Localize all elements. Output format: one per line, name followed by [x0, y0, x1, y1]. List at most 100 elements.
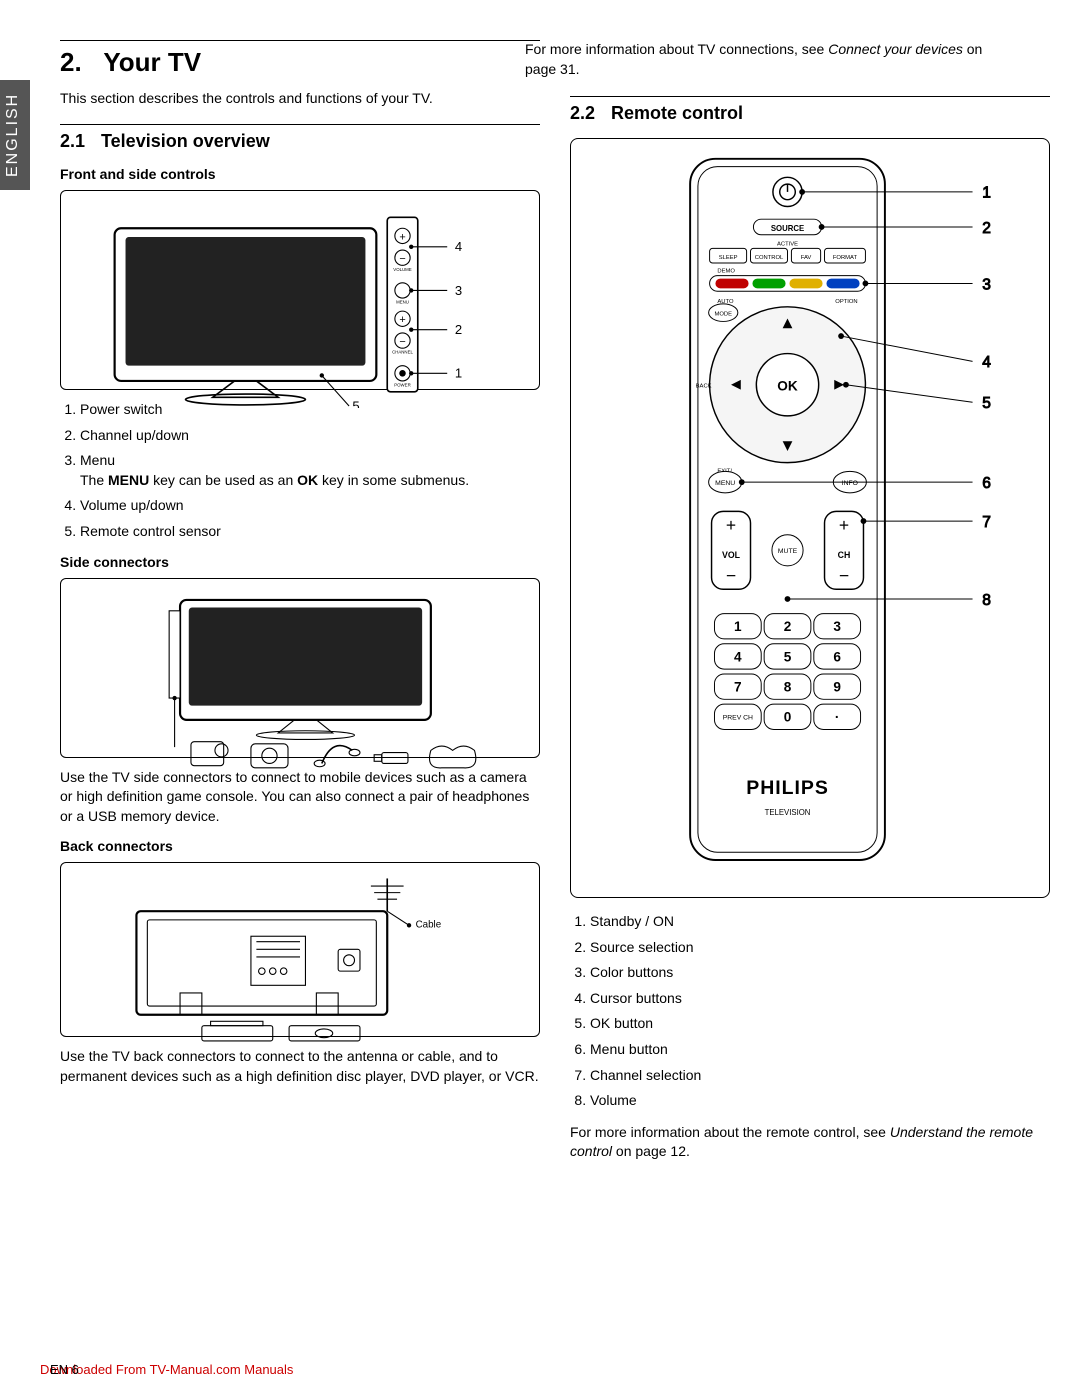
svg-text:MUTE: MUTE: [778, 548, 798, 555]
svg-text:TELEVISION: TELEVISION: [765, 808, 811, 817]
menu-note: The MENU key can be used as an OK key in…: [80, 471, 540, 491]
section-22-heading: 2.2 Remote control: [570, 96, 1050, 124]
svg-text:6: 6: [833, 649, 841, 664]
back-connectors-heading: Back connectors: [60, 838, 540, 854]
list-item: Menu button: [590, 1040, 1050, 1060]
svg-text:·: ·: [835, 710, 840, 725]
list-item: Remote control sensor: [80, 522, 540, 542]
list-item: OK button: [590, 1014, 1050, 1034]
svg-text:FAV: FAV: [801, 255, 812, 261]
svg-text:1: 1: [734, 619, 742, 634]
svg-text:−: −: [726, 565, 736, 585]
section-22-num: 2.2: [570, 103, 606, 124]
chapter-title: Your TV: [103, 47, 201, 77]
svg-text:4: 4: [455, 239, 462, 254]
svg-text:3: 3: [982, 276, 991, 293]
list-item: Color buttons: [590, 963, 1050, 983]
list-item-label: Menu: [80, 452, 115, 468]
more-info-top-pre: For more information about TV connection…: [525, 41, 828, 57]
side-connectors-heading: Side connectors: [60, 554, 540, 570]
left-column: 2. Your TV This section describes the co…: [60, 40, 540, 1174]
side-connectors-para: Use the TV side connectors to connect to…: [60, 768, 540, 827]
list-item: Volume up/down: [80, 496, 540, 516]
list-item: Channel up/down: [80, 426, 540, 446]
svg-text:9: 9: [833, 680, 841, 695]
svg-text:−: −: [399, 253, 405, 265]
chapter-heading: 2. Your TV: [60, 40, 540, 78]
svg-text:0: 0: [784, 710, 792, 725]
svg-text:+: +: [399, 314, 405, 326]
remote-list: Standby / ON Source selection Color butt…: [590, 912, 1050, 1111]
section-21-heading: 2.1 Television overview: [60, 124, 540, 152]
svg-text:7: 7: [734, 680, 742, 695]
svg-text:OK: OK: [777, 379, 798, 394]
figure-back-connectors: Cable: [60, 862, 540, 1037]
svg-text:MODE: MODE: [714, 312, 732, 318]
svg-text:MENU: MENU: [715, 480, 735, 487]
more-info-top-italic: Connect your devices: [828, 41, 963, 57]
top-continuation: For more information about TV connection…: [525, 40, 1015, 79]
svg-text:+: +: [839, 515, 849, 535]
svg-text:Cable: Cable: [416, 920, 442, 931]
svg-text:FORMAT: FORMAT: [833, 255, 858, 261]
svg-text:CONTROL: CONTROL: [755, 255, 784, 261]
svg-text:8: 8: [982, 592, 991, 609]
svg-text:SOURCE: SOURCE: [771, 224, 804, 233]
language-tab: ENGLISH: [0, 80, 30, 190]
svg-text:CHANNEL: CHANNEL: [392, 350, 413, 355]
figure-side-connectors: [60, 578, 540, 758]
list-item: Channel selection: [590, 1066, 1050, 1086]
svg-text:BACK: BACK: [696, 384, 712, 390]
front-side-heading: Front and side controls: [60, 166, 540, 182]
svg-text:6: 6: [982, 475, 991, 492]
list-item: Standby / ON: [590, 912, 1050, 932]
svg-text:DEMO: DEMO: [717, 269, 735, 275]
svg-text:4: 4: [734, 649, 742, 664]
list-item: Source selection: [590, 938, 1050, 958]
list-item: Volume: [590, 1091, 1050, 1111]
svg-text:PHILIPS: PHILIPS: [746, 777, 829, 799]
svg-text:8: 8: [784, 680, 792, 695]
svg-text:MENU: MENU: [396, 300, 409, 305]
chapter-number: 2.: [60, 47, 82, 77]
svg-text:+: +: [399, 231, 405, 243]
svg-text:ACTIVE: ACTIVE: [777, 241, 798, 247]
svg-text:−: −: [839, 565, 849, 585]
list-item: Cursor buttons: [590, 989, 1050, 1009]
svg-text:5: 5: [982, 395, 991, 412]
svg-text:5: 5: [784, 649, 792, 664]
svg-text:4: 4: [982, 354, 991, 371]
section-21-title: Television overview: [101, 131, 270, 151]
svg-text:−: −: [399, 336, 405, 348]
svg-text:PREV CH: PREV CH: [723, 715, 753, 722]
svg-text:CH: CH: [838, 550, 851, 560]
svg-text:VOL: VOL: [722, 550, 741, 560]
svg-text:OPTION: OPTION: [835, 299, 857, 305]
figure-tv-front: + − VOLUME MENU + − CHANNEL POWER 4 3 2 …: [60, 190, 540, 390]
front-controls-list: Power switch Channel up/down Menu The ME…: [80, 400, 540, 542]
svg-text:1: 1: [455, 366, 462, 381]
svg-text:1: 1: [982, 185, 991, 202]
remote-more-info: For more information about the remote co…: [570, 1123, 1050, 1162]
svg-text:+: +: [726, 515, 736, 535]
svg-text:INFO: INFO: [842, 480, 858, 487]
right-column: 2.2 Remote control SOURCE ACTIVE SLEEP C…: [570, 40, 1050, 1174]
chapter-intro: This section describes the controls and …: [60, 90, 540, 106]
page-footer: EN 6 Downloaded From TV-Manual.com Manua…: [40, 1362, 293, 1377]
svg-text:VOLUME: VOLUME: [393, 267, 412, 272]
list-item: Menu The MENU key can be used as an OK k…: [80, 451, 540, 490]
svg-text:5: 5: [352, 398, 359, 408]
page-number: EN 6: [50, 1362, 79, 1377]
svg-text:2: 2: [455, 322, 462, 337]
svg-text:POWER: POWER: [394, 382, 410, 387]
figure-remote: SOURCE ACTIVE SLEEP CONTROL FAV FORMAT D…: [570, 138, 1050, 898]
svg-text:7: 7: [982, 514, 991, 531]
svg-text:SLEEP: SLEEP: [719, 255, 738, 261]
section-21-num: 2.1: [60, 131, 96, 152]
footer-source: From TV-Manual.com Manuals: [116, 1362, 294, 1377]
svg-text:3: 3: [833, 619, 841, 634]
svg-text:2: 2: [982, 220, 991, 237]
svg-text:3: 3: [455, 283, 462, 298]
svg-text:2: 2: [784, 619, 792, 634]
section-22-title: Remote control: [611, 103, 743, 123]
